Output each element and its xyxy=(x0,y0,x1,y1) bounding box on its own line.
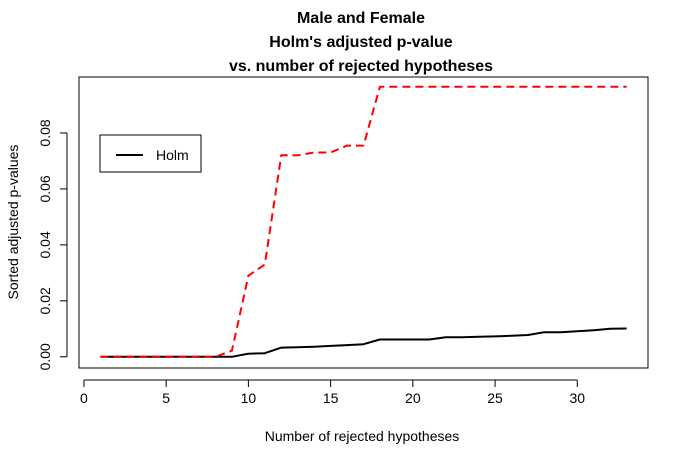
x-axis: 0 5 10 15 20 25 30 xyxy=(80,379,585,406)
y-tick-label: 0.04 xyxy=(37,231,53,258)
plot-area-border xyxy=(78,76,649,369)
x-tick-label: 10 xyxy=(241,390,257,406)
legend-label-holm: Holm xyxy=(156,147,189,163)
y-tick-label: 0.02 xyxy=(37,287,53,314)
y-tick-label: 0.06 xyxy=(37,175,53,202)
x-tick-label: 30 xyxy=(569,390,585,406)
y-axis-label: Sorted adjusted p-values xyxy=(5,145,21,300)
legend: Holm xyxy=(99,134,202,173)
x-tick-label: 25 xyxy=(487,390,503,406)
chart-title-line-3: vs. number of rejected hypotheses xyxy=(229,58,493,75)
x-axis-label: Number of rejected hypotheses xyxy=(265,428,460,444)
chart-title-line-2: Holm's adjusted p-value xyxy=(269,34,453,51)
chart-title: Male and Female Holm's adjusted p-value … xyxy=(229,10,493,75)
x-tick-label: 15 xyxy=(323,390,339,406)
y-axis: 0.00 0.02 0.04 0.06 0.08 xyxy=(37,119,68,370)
series-line-holm xyxy=(100,327,627,358)
x-tick-label: 20 xyxy=(405,390,421,406)
x-tick-label: 5 xyxy=(162,390,170,406)
y-tick-label: 0.00 xyxy=(37,343,53,370)
x-tick-label: 0 xyxy=(80,390,88,406)
series-line-dashed-red xyxy=(100,85,627,358)
chart-title-line-1: Male and Female xyxy=(297,10,425,27)
series-group xyxy=(100,85,627,358)
legend-box xyxy=(99,134,202,173)
y-tick-label: 0.08 xyxy=(37,119,53,146)
